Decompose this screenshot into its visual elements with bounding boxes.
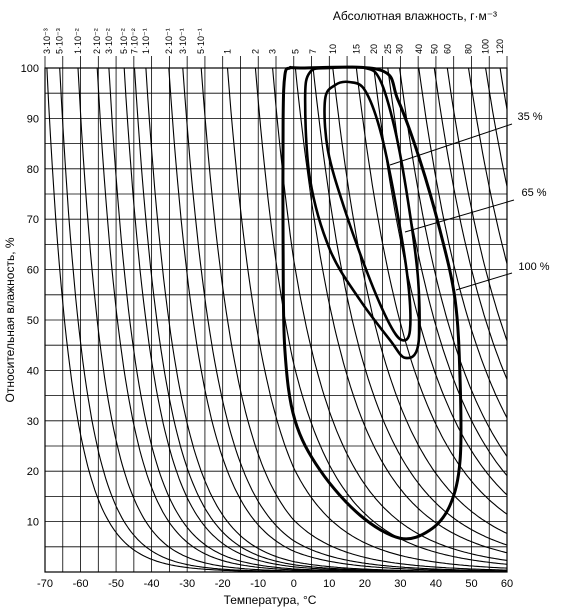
y-tick-label: 40 — [27, 365, 39, 377]
contour-label: 100 % — [518, 261, 549, 273]
x-tick-label: 40 — [430, 578, 442, 590]
x-tick-label: 20 — [359, 578, 371, 590]
contour-label: 65 % — [521, 187, 546, 199]
y-tick-label: 70 — [27, 214, 39, 226]
x-tick-label: -10 — [250, 578, 266, 590]
humidity-label: 60 — [442, 44, 452, 54]
humidity-label: 2·10⁻¹ — [164, 28, 174, 54]
humidity-curve — [373, 68, 507, 496]
humidity-label: 1·10⁻² — [73, 28, 83, 54]
y-tick-label: 60 — [27, 265, 39, 277]
contour — [281, 65, 463, 541]
y-tick-label: 10 — [27, 517, 39, 529]
humidity-label: 7 — [308, 49, 318, 54]
x-tick-label: 60 — [501, 578, 513, 590]
x-tick-label: -30 — [179, 578, 195, 590]
humidity-curve — [226, 68, 507, 569]
x-tick-label: -60 — [73, 578, 89, 590]
humidity-label: 5·10⁻¹ — [196, 28, 206, 54]
humidity-curve — [418, 68, 507, 419]
humidity-curve — [200, 68, 507, 571]
humidity-label: 120 — [495, 39, 505, 54]
humidity-curve — [182, 68, 507, 572]
y-tick-label: 90 — [27, 113, 39, 125]
humidity-label: 2·10⁻² — [92, 28, 102, 54]
y-tick-label: 50 — [27, 315, 39, 327]
x-tick-label: 0 — [291, 578, 297, 590]
humidity-curve — [332, 68, 507, 535]
humidity-curve — [399, 68, 507, 458]
humidity-curve — [499, 68, 507, 113]
humidity-label: 3·10⁻¹ — [178, 28, 188, 54]
humidity-label: 5 — [290, 49, 300, 54]
leader-line — [455, 272, 513, 291]
humidity-label: 5·10⁻² — [119, 28, 129, 54]
humidity-label: 40 — [414, 44, 424, 54]
x-tick-label: -70 — [37, 578, 53, 590]
leader-line — [389, 123, 513, 166]
humidity-label: 20 — [369, 44, 379, 54]
y-tick-label: 100 — [21, 63, 39, 75]
humidity-curve — [272, 68, 507, 562]
humidity-label: 7·10⁻² — [130, 28, 140, 54]
x-tick-label: 10 — [323, 578, 335, 590]
humidity-curve — [446, 68, 507, 343]
y-tick-label: 80 — [27, 164, 39, 176]
y-tick-label: 20 — [27, 466, 39, 478]
humidity-curve — [355, 68, 507, 515]
humidity-label: 1·10⁻¹ — [141, 28, 151, 54]
humidity-label: 3 — [268, 49, 278, 54]
humidity-label: 50 — [429, 44, 439, 54]
humidity-curve — [145, 68, 507, 572]
humidity-label: 30 — [395, 44, 405, 54]
humidity-label: 80 — [464, 44, 474, 54]
humidity-curve — [254, 68, 507, 565]
humidity-label: 3·10⁻² — [104, 28, 114, 54]
humidity-label: 1 — [222, 49, 232, 54]
humidity-curve — [294, 68, 507, 554]
x-tick-label: -20 — [215, 578, 231, 590]
chart-title: Абсолютная влажность, г·м⁻³ — [333, 9, 497, 23]
humidity-curve — [433, 68, 507, 381]
humidity-label: 25 — [383, 44, 393, 54]
contour — [323, 80, 412, 342]
humidity-label: 100 — [481, 39, 491, 54]
humidity-curve — [312, 68, 507, 546]
x-tick-label: -40 — [144, 578, 160, 590]
humidity-curve — [485, 68, 507, 190]
x-tick-label: 30 — [394, 578, 406, 590]
y-tick-label: 30 — [27, 416, 39, 428]
y-axis-title: Относительная влажность, % — [3, 237, 17, 402]
humidity-label: 5·10⁻³ — [55, 28, 65, 54]
contour — [303, 65, 421, 360]
x-tick-label: 50 — [465, 578, 477, 590]
humidity-curve — [168, 68, 507, 572]
x-tick-label: -50 — [108, 578, 124, 590]
humidity-label: 2 — [250, 49, 260, 54]
humidity-label: 10 — [328, 44, 338, 54]
humidity-curve — [467, 68, 507, 266]
humidity-label: 15 — [351, 44, 361, 54]
humidity-label: 3·10⁻³ — [42, 28, 52, 54]
x-axis-title: Температура, °C — [224, 593, 317, 607]
contour-label: 35 % — [517, 111, 542, 123]
